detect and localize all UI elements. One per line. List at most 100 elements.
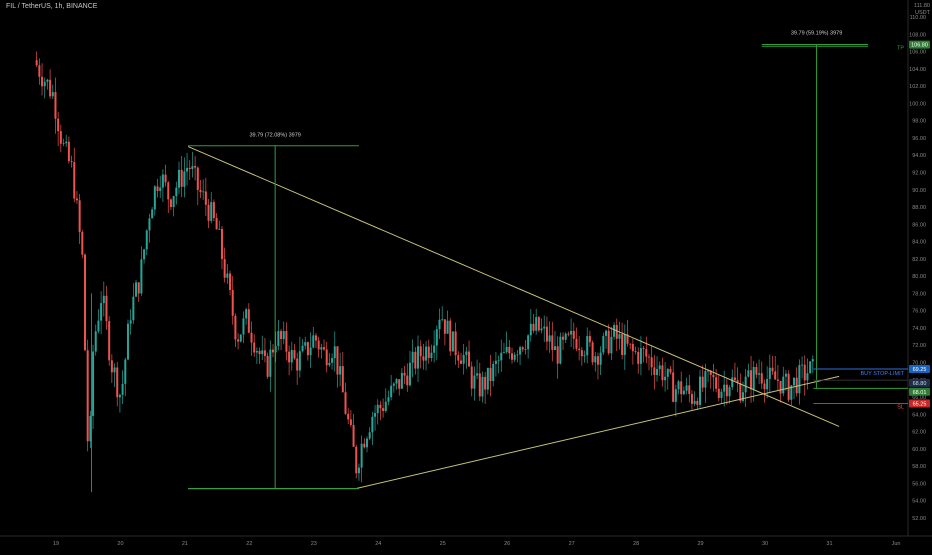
candle-body: [100, 303, 103, 321]
candle-body: [699, 376, 702, 405]
candle-body: [677, 381, 680, 390]
candle-body: [489, 367, 492, 382]
chart-title: FIL / TetherUS, 1h, BINANCE: [6, 3, 98, 10]
candle-body: [81, 232, 84, 255]
candle-body: [720, 391, 723, 399]
candle-body: [51, 92, 54, 97]
candle-body: [178, 169, 181, 188]
candle-body: [427, 346, 430, 358]
candle-body: [239, 334, 242, 342]
candle-body: [492, 363, 495, 382]
candle-body: [355, 446, 358, 474]
candle-body: [344, 392, 347, 414]
candle-body: [809, 361, 812, 374]
price-tick-label: 106.00: [909, 50, 926, 56]
candle-body: [285, 331, 288, 352]
measure-2-label: 39.79 (59.19%) 3979: [791, 31, 842, 37]
candle-body: [312, 335, 315, 348]
candle-body: [486, 367, 489, 390]
candle-body: [247, 309, 250, 333]
candle-body: [583, 355, 586, 357]
candle-body: [465, 351, 468, 355]
candle-body: [567, 333, 570, 335]
candle-body: [360, 443, 363, 468]
candle-body: [202, 191, 205, 193]
candle-body: [274, 346, 277, 353]
price-tick-label: 62.00: [912, 430, 926, 436]
sl-price-badge: 65.25: [913, 402, 927, 408]
candle-body: [156, 186, 159, 191]
candle-body: [153, 186, 156, 210]
candle-body: [605, 330, 608, 336]
candle-body: [500, 352, 503, 361]
candle-body: [707, 370, 710, 372]
candle-body: [532, 323, 535, 331]
price-tick-label: 72.00: [912, 343, 926, 349]
sl-price-badge-bg: [909, 399, 930, 408]
candle-body: [374, 413, 377, 417]
candle-body: [639, 348, 642, 364]
entry-price-badge-bg: [909, 387, 930, 396]
time-tick-label: 22: [246, 541, 252, 547]
candle-body: [371, 416, 374, 433]
candle-body: [430, 352, 433, 358]
candle-body: [795, 377, 798, 394]
candle-body: [693, 400, 696, 404]
candle-body: [280, 330, 283, 340]
candle-body: [615, 324, 618, 339]
candle-body: [661, 365, 664, 381]
candle-body: [159, 187, 162, 191]
price-tick-label: 70.00: [912, 361, 926, 367]
candle-body: [481, 376, 484, 397]
candle-body: [387, 397, 390, 402]
candle-body: [731, 377, 734, 388]
candle-body: [741, 392, 744, 402]
time-tick-label: 26: [504, 541, 510, 547]
candle-body: [301, 345, 304, 352]
candle-body: [419, 346, 422, 357]
candle-body: [570, 330, 573, 335]
candle-body: [75, 198, 78, 201]
candle-body: [282, 331, 285, 340]
time-tick-label: 25: [440, 541, 446, 547]
candle-body: [309, 347, 312, 356]
sl-tag: SL: [897, 405, 904, 411]
candle-body: [462, 354, 465, 364]
candle-body: [556, 346, 559, 364]
candle-body: [398, 379, 401, 389]
time-tick-label: 28: [633, 541, 639, 547]
candle-body: [86, 350, 89, 442]
candle-body: [304, 342, 307, 346]
candle-body: [38, 65, 41, 77]
candle-body: [454, 331, 457, 356]
candle-body: [269, 349, 272, 377]
candle-body: [591, 342, 594, 363]
candle-body: [143, 249, 146, 260]
candle-body: [140, 259, 143, 294]
trendline-lower: [355, 375, 840, 490]
candle-body: [790, 385, 793, 400]
candle-body: [298, 351, 301, 371]
candle-body: [784, 373, 787, 377]
price-tick-label: 56.00: [912, 481, 926, 487]
candle-body: [610, 336, 613, 354]
entry-price-badge: 68.01: [913, 390, 927, 396]
candle-body: [733, 377, 736, 381]
candle-body: [164, 174, 167, 183]
buy-sub-badge-bg: [909, 378, 930, 387]
candle-body: [59, 131, 62, 144]
price-tick-label: 80.00: [912, 274, 926, 280]
candle-body: [392, 383, 395, 386]
candle-body: [519, 347, 522, 355]
time-tick-label: 19: [53, 541, 59, 547]
candle-body: [588, 336, 591, 343]
candle-body: [607, 330, 610, 354]
candle-body: [290, 350, 293, 363]
candle-body: [468, 351, 471, 367]
candle-body: [231, 290, 234, 316]
candle-body: [92, 351, 95, 416]
candle-body: [441, 319, 444, 321]
candle-body: [553, 346, 556, 351]
